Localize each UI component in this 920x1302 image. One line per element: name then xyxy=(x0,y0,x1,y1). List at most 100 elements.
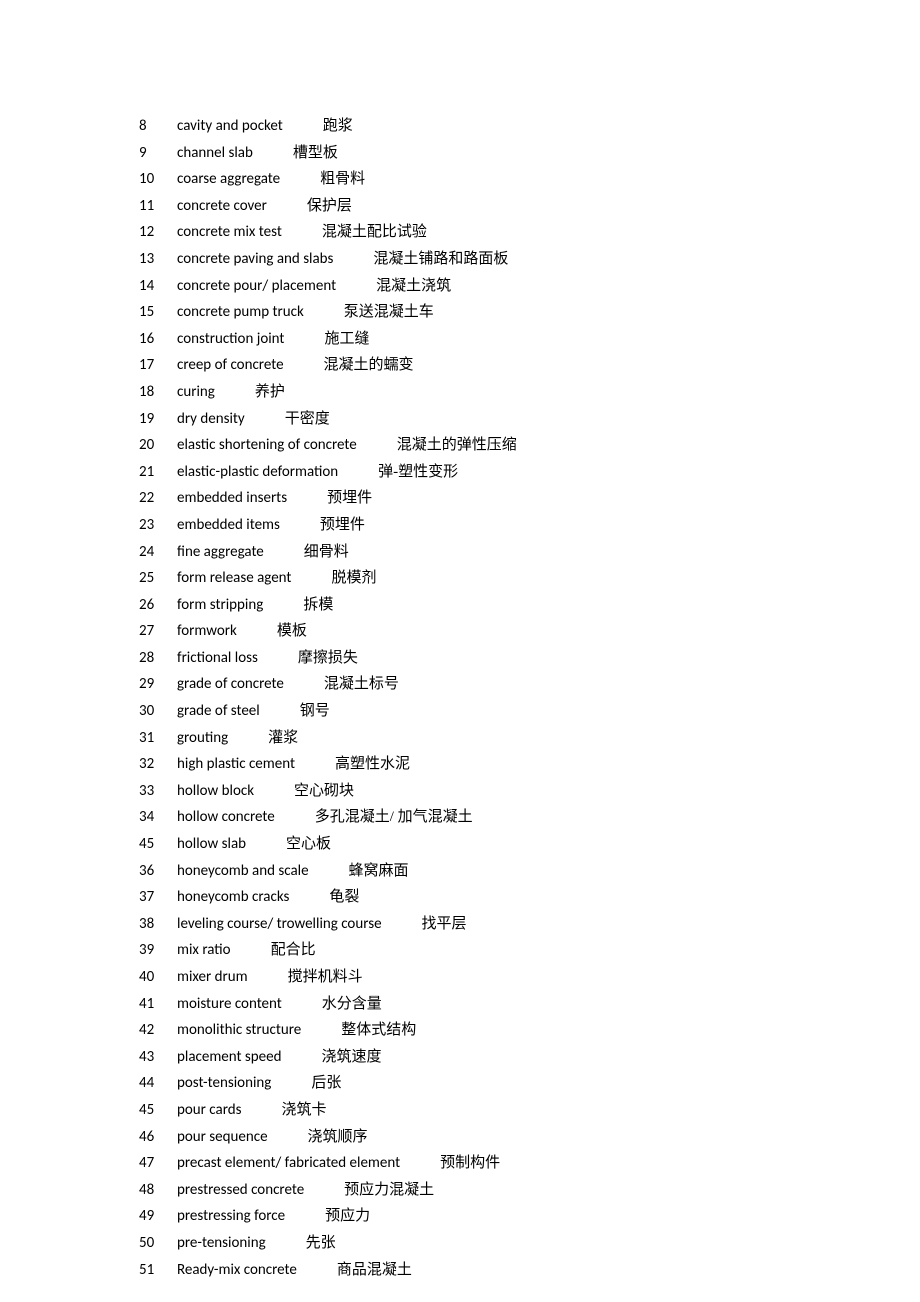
vocab-row: 29grade of concrete混凝土标号 xyxy=(139,671,920,698)
chinese-term: 预埋件 xyxy=(327,485,372,512)
row-index: 45 xyxy=(139,831,177,858)
vocab-row: 39mix ratio配合比 xyxy=(139,937,920,964)
chinese-term: 多孔混凝土/ 加气混凝土 xyxy=(315,804,473,831)
chinese-term: 浇筑卡 xyxy=(281,1097,326,1124)
vocab-row: 30grade of steel钢号 xyxy=(139,698,920,725)
row-index: 30 xyxy=(139,698,177,725)
english-term: concrete cover xyxy=(177,193,307,220)
row-index: 42 xyxy=(139,1017,177,1044)
vocab-row: 37honeycomb cracks龟裂 xyxy=(139,884,920,911)
vocab-row: 23embedded items预埋件 xyxy=(139,512,920,539)
chinese-term: 混凝土铺路和路面板 xyxy=(373,246,508,273)
english-term: concrete paving and slabs xyxy=(177,246,373,273)
english-term: hollow concrete xyxy=(177,804,315,831)
row-index: 19 xyxy=(139,406,177,433)
row-index: 25 xyxy=(139,565,177,592)
chinese-term: 混凝土浇筑 xyxy=(376,273,451,300)
english-term: prestressed concrete xyxy=(177,1177,344,1204)
vocab-row: 14concrete pour/ placement混凝土浇筑 xyxy=(139,273,920,300)
row-index: 45 xyxy=(139,1097,177,1124)
english-term: precast element/ fabricated element xyxy=(177,1150,440,1177)
chinese-term: 弹-塑性变形 xyxy=(378,459,458,486)
chinese-term: 预埋件 xyxy=(320,512,365,539)
vocab-row: 27formwork模板 xyxy=(139,618,920,645)
chinese-term: 预应力混凝土 xyxy=(344,1177,434,1204)
english-term: fine aggregate xyxy=(177,539,304,566)
row-index: 44 xyxy=(139,1070,177,1097)
vocab-row: 46pour sequence浇筑顺序 xyxy=(139,1124,920,1151)
row-index: 31 xyxy=(139,725,177,752)
english-term: form release agent xyxy=(177,565,331,592)
english-term: embedded inserts xyxy=(177,485,327,512)
english-term: curing xyxy=(177,379,255,406)
english-term: honeycomb cracks xyxy=(177,884,329,911)
english-term: grade of steel xyxy=(177,698,300,725)
vocab-row: 28frictional loss摩擦损失 xyxy=(139,645,920,672)
english-term: embedded items xyxy=(177,512,320,539)
vocab-row: 43placement speed浇筑速度 xyxy=(139,1044,920,1071)
row-index: 33 xyxy=(139,778,177,805)
chinese-term: 混凝土配比试验 xyxy=(322,219,427,246)
row-index: 14 xyxy=(139,273,177,300)
english-term: grade of concrete xyxy=(177,671,324,698)
chinese-term: 空心砌块 xyxy=(294,778,354,805)
vocab-row: 50pre-tensioning先张 xyxy=(139,1230,920,1257)
english-term: mix ratio xyxy=(177,937,271,964)
vocab-row: 36honeycomb and scale蜂窝麻面 xyxy=(139,858,920,885)
chinese-term: 浇筑速度 xyxy=(321,1044,381,1071)
row-index: 36 xyxy=(139,858,177,885)
vocab-row: 21elastic-plastic deformation弹-塑性变形 xyxy=(139,459,920,486)
chinese-term: 商品混凝土 xyxy=(337,1257,412,1284)
english-term: pour cards xyxy=(177,1097,281,1124)
row-index: 21 xyxy=(139,459,177,486)
row-index: 51 xyxy=(139,1257,177,1284)
chinese-term: 预应力 xyxy=(325,1203,370,1230)
english-term: leveling course/ trowelling course xyxy=(177,911,422,938)
vocab-row: 42monolithic structure整体式结构 xyxy=(139,1017,920,1044)
chinese-term: 浇筑顺序 xyxy=(308,1124,368,1151)
vocab-row: 48prestressed concrete预应力混凝土 xyxy=(139,1177,920,1204)
english-term: form stripping xyxy=(177,592,303,619)
english-term: frictional loss xyxy=(177,645,298,672)
chinese-term: 灌浆 xyxy=(268,725,298,752)
vocab-row: 32high plastic cement高塑性水泥 xyxy=(139,751,920,778)
english-term: coarse aggregate xyxy=(177,166,320,193)
chinese-term: 先张 xyxy=(306,1230,336,1257)
chinese-term: 槽型板 xyxy=(293,140,338,167)
vocab-row: 25form release agent脱模剂 xyxy=(139,565,920,592)
chinese-term: 保护层 xyxy=(307,193,352,220)
chinese-term: 找平层 xyxy=(422,911,467,938)
english-term: honeycomb and scale xyxy=(177,858,349,885)
chinese-term: 跑浆 xyxy=(323,113,353,140)
vocab-row: 19dry density干密度 xyxy=(139,406,920,433)
row-index: 12 xyxy=(139,219,177,246)
english-term: prestressing force xyxy=(177,1203,325,1230)
chinese-term: 粗骨料 xyxy=(320,166,365,193)
row-index: 8 xyxy=(139,113,177,140)
english-term: elastic-plastic deformation xyxy=(177,459,378,486)
english-term: construction joint xyxy=(177,326,324,353)
vocab-row: 33hollow block空心砌块 xyxy=(139,778,920,805)
chinese-term: 摩擦损失 xyxy=(298,645,358,672)
row-index: 37 xyxy=(139,884,177,911)
english-term: mixer drum xyxy=(177,964,288,991)
vocab-row: 8cavity and pocket跑浆 xyxy=(139,113,920,140)
row-index: 23 xyxy=(139,512,177,539)
vocab-row: 15concrete pump truck泵送混凝土车 xyxy=(139,299,920,326)
chinese-term: 后张 xyxy=(311,1070,341,1097)
vocab-row: 17creep of concrete混凝土的蠕变 xyxy=(139,352,920,379)
chinese-term: 搅拌机料斗 xyxy=(288,964,363,991)
english-term: Ready-mix concrete xyxy=(177,1257,337,1284)
row-index: 29 xyxy=(139,671,177,698)
chinese-term: 脱模剂 xyxy=(331,565,376,592)
chinese-term: 整体式结构 xyxy=(341,1017,416,1044)
vocab-row: 12concrete mix test混凝土配比试验 xyxy=(139,219,920,246)
row-index: 24 xyxy=(139,539,177,566)
row-index: 49 xyxy=(139,1203,177,1230)
chinese-term: 钢号 xyxy=(300,698,330,725)
row-index: 47 xyxy=(139,1150,177,1177)
vocab-row: 47precast element/ fabricated element预制构… xyxy=(139,1150,920,1177)
vocab-row: 49prestressing force预应力 xyxy=(139,1203,920,1230)
english-term: grouting xyxy=(177,725,268,752)
row-index: 28 xyxy=(139,645,177,672)
